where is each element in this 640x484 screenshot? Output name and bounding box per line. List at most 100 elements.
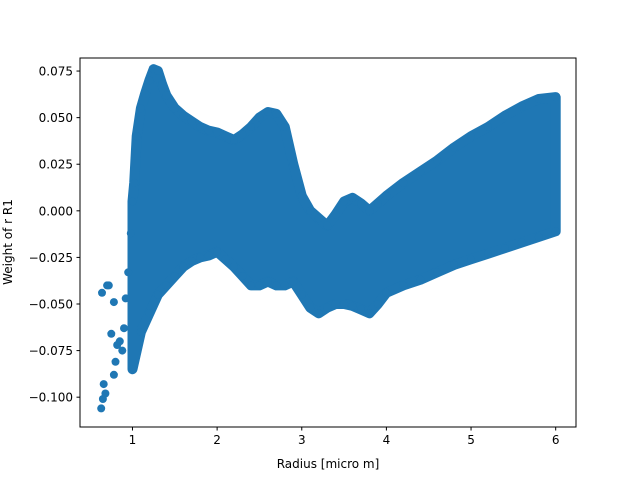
data-point — [551, 227, 560, 236]
data-point — [97, 404, 106, 413]
data-point — [348, 301, 357, 310]
data-point — [484, 123, 492, 131]
data-point — [517, 102, 526, 111]
data-point — [101, 389, 110, 398]
data-point — [145, 76, 154, 85]
data-point — [373, 199, 382, 208]
data-point — [500, 111, 509, 120]
data-point — [115, 337, 124, 346]
data-point — [255, 281, 264, 290]
data-point — [365, 206, 374, 215]
data-point — [196, 123, 205, 131]
data-point — [373, 300, 382, 308]
data-point — [153, 290, 162, 299]
data-point — [128, 197, 137, 206]
data-point — [213, 247, 222, 256]
data-point — [306, 303, 315, 312]
data-point — [357, 199, 365, 208]
data-point — [158, 80, 167, 89]
data-point — [162, 91, 171, 100]
data-point — [500, 244, 509, 253]
data-point — [382, 288, 391, 297]
data-point — [204, 126, 213, 135]
data-point — [263, 108, 272, 116]
x-axis-label: Radius [micro m] — [277, 457, 380, 471]
x-tick-label: 4 — [383, 433, 391, 447]
data-point — [467, 255, 475, 264]
data-point — [551, 93, 560, 102]
y-tick-label: −0.075 — [29, 344, 73, 358]
data-point — [126, 229, 135, 238]
data-point — [323, 221, 332, 230]
data-point — [179, 111, 188, 120]
data-point — [196, 253, 205, 262]
data-point — [247, 281, 255, 290]
data-point — [221, 132, 230, 141]
data-point — [230, 262, 238, 271]
x-tick-label: 6 — [552, 433, 560, 447]
data-point — [204, 251, 213, 260]
data-point — [331, 210, 340, 219]
data-point — [348, 193, 357, 202]
y-tick-label: −0.050 — [29, 298, 73, 312]
data-point — [340, 300, 349, 308]
data-point — [121, 294, 130, 303]
y-tick-label: −0.025 — [29, 251, 73, 265]
data-point — [128, 365, 137, 374]
data-point — [263, 277, 272, 286]
y-axis: −0.100 −0.075 −0.050 −0.025 0.000 0.025 0.050 0… — [29, 65, 80, 405]
data-point — [534, 232, 543, 241]
data-point — [118, 346, 127, 355]
data-point — [306, 206, 315, 215]
x-tick-label: 3 — [298, 433, 306, 447]
y-tick-label: 0.000 — [39, 204, 73, 218]
data-point — [99, 380, 108, 389]
data-point — [289, 277, 298, 286]
data-point — [238, 130, 247, 139]
data-point — [104, 281, 113, 290]
data-point — [221, 255, 230, 264]
data-point — [314, 214, 323, 223]
data-point — [130, 178, 139, 187]
data-point — [136, 328, 145, 336]
data-point — [111, 357, 120, 366]
data-point — [153, 67, 162, 75]
scatter-density-band — [127, 64, 561, 375]
x-tick-label: 5 — [467, 433, 475, 447]
y-tick-label: 0.025 — [39, 158, 73, 172]
data-point — [484, 249, 492, 258]
scatter-band — [127, 64, 561, 375]
data-point — [534, 95, 543, 103]
data-point — [433, 268, 442, 277]
data-point — [98, 288, 106, 297]
data-point — [382, 191, 391, 200]
data-point — [132, 132, 141, 141]
data-point — [280, 281, 289, 290]
data-point — [416, 275, 425, 284]
data-point — [141, 89, 150, 98]
y-tick-label: 0.075 — [39, 65, 73, 79]
data-point — [179, 262, 188, 271]
x-tick-label: 2 — [213, 433, 221, 447]
data-point — [162, 281, 171, 290]
y-tick-label: 0.050 — [39, 111, 73, 125]
y-axis-label: Weight of r R1 — [1, 199, 15, 285]
data-point — [124, 268, 133, 277]
data-point — [272, 281, 281, 290]
data-point — [170, 272, 179, 280]
data-point — [365, 309, 374, 318]
data-point — [323, 303, 332, 312]
data-point — [357, 305, 365, 314]
data-point — [230, 136, 238, 144]
data-point — [399, 281, 408, 290]
data-point — [289, 160, 298, 169]
x-tick-label: 1 — [129, 433, 137, 447]
x-axis: 1 2 3 4 5 6 — [129, 427, 560, 447]
data-point — [187, 257, 196, 266]
data-point — [331, 300, 340, 308]
data-point — [213, 128, 222, 137]
data-point — [272, 109, 281, 118]
data-point — [314, 309, 323, 318]
data-point — [255, 113, 264, 122]
